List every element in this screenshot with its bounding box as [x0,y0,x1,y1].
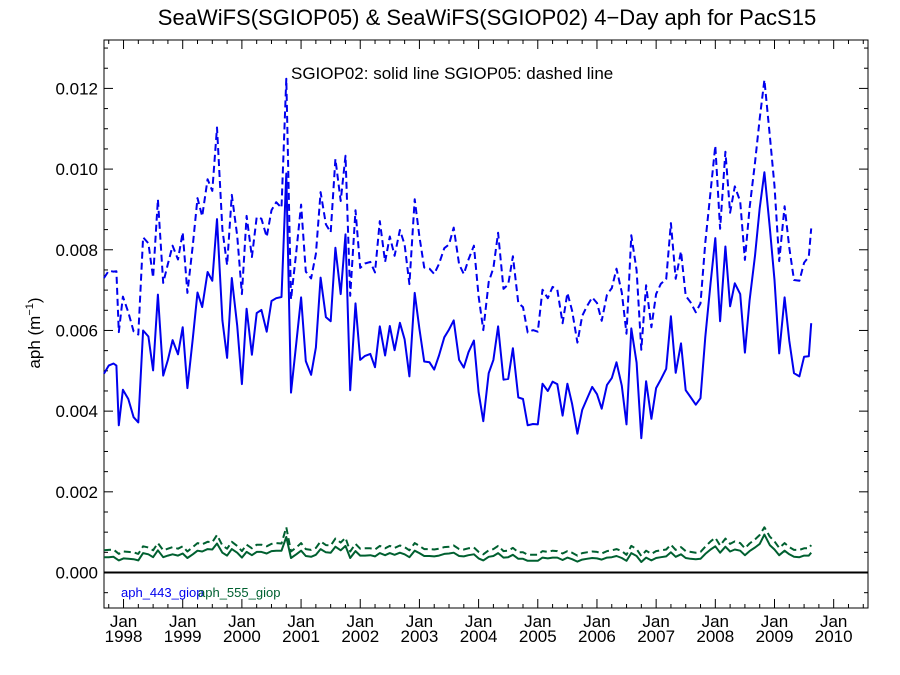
y-tick-label: 0.002 [55,483,98,502]
x-tick-month: Jan [110,612,137,631]
plot-area: 0.0000.0020.0040.0060.0080.0100.012Jan19… [55,39,869,646]
x-tick-year: 2007 [637,627,675,646]
x-tick-month: Jan [524,612,551,631]
y-tick-label: 0.010 [55,160,98,179]
x-tick-month: Jan [642,612,669,631]
x-tick-month: Jan [169,612,196,631]
series-aph-555-giop-line [104,533,812,563]
x-tick-year: 2001 [282,627,320,646]
x-tick-year: 2006 [578,627,616,646]
x-tick-year: 2004 [460,627,498,646]
chart-title: SeaWiFS(SGIOP05) & SeaWiFS(SGIOP02) 4−Da… [158,5,816,30]
y-tick-label: 0.000 [55,564,98,583]
x-tick-month: Jan [465,612,492,631]
series-aph-443-giop-line [103,171,813,440]
x-tick-year: 1998 [105,627,143,646]
x-tick-year: 2000 [223,627,261,646]
y-axis-label-base: aph (m [25,316,44,369]
x-tick-year: 2008 [696,627,734,646]
series-aph-443-giop-sgiop05-line [103,77,813,351]
x-tick-year: 2005 [519,627,557,646]
plot-frame [103,39,869,609]
series-aph-555-giop-sgiop05-line [103,526,812,557]
x-tick-year: 2002 [341,627,379,646]
x-tick-year: 2010 [815,627,853,646]
y-tick-label: 0.008 [55,241,98,260]
x-tick-month: Jan [406,612,433,631]
y-axis-label-exponent: −1 [24,303,36,316]
x-tick-month: Jan [287,612,314,631]
x-tick-month: Jan [583,612,610,631]
legend-aph-555: aph_555_giop [198,585,280,600]
y-tick-label: 0.006 [55,321,98,340]
x-tick-month: Jan [702,612,729,631]
y-axis-label: aph (m−1) [24,297,44,368]
x-tick-year: 1999 [164,627,202,646]
x-tick-year: 2009 [756,627,794,646]
y-tick-label: 0.012 [55,79,98,98]
line-style-annotation: SGIOP02: solid line SGIOP05: dashed line [291,64,613,83]
x-tick-year: 2003 [401,627,439,646]
y-axis-label-close: ) [25,297,44,303]
y-tick-label: 0.004 [55,402,98,421]
legend-aph-443: aph_443_giop [121,585,203,600]
x-tick-month: Jan [761,612,788,631]
x-tick-month: Jan [820,612,847,631]
x-tick-month: Jan [347,612,374,631]
x-tick-month: Jan [228,612,255,631]
